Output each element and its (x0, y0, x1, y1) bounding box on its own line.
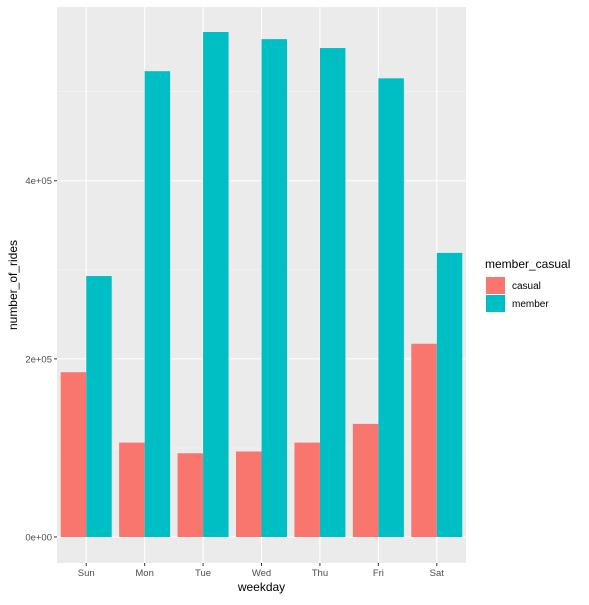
bar-casual-tue (177, 453, 204, 537)
legend: member_casual casual member (485, 257, 570, 312)
legend-label-casual: casual (512, 281, 541, 292)
x-tick-label: Sat (430, 568, 445, 579)
legend-swatch-casual (486, 277, 505, 294)
bar-member-thu (319, 48, 346, 538)
legend-title: member_casual (485, 257, 570, 271)
bar-casual-thu (294, 442, 320, 537)
axes: 0e+00 2e+05 4e+05 Sun Mon Tue Wed Thu Fri Sat (25, 176, 444, 579)
bar-member-mon (144, 71, 171, 537)
bar-casual-mon (119, 442, 145, 537)
x-tick-label: Wed (252, 568, 271, 579)
bar-casual-fri (352, 423, 379, 537)
y-axis-title: number_of_rides (6, 240, 20, 330)
x-tick-label: Fri (373, 568, 384, 579)
bars (60, 32, 463, 538)
x-tick-label: Sun (78, 568, 95, 579)
x-axis-title: weekday (237, 580, 285, 594)
bar-member-tue (203, 32, 229, 537)
bar-casual-sun (60, 372, 87, 537)
bar-casual-sat (411, 343, 437, 537)
bar-member-wed (261, 39, 287, 538)
bar-member-fri (378, 78, 404, 537)
x-tick-label: Thu (312, 568, 328, 579)
legend-swatch-member (486, 295, 505, 312)
y-tick-label: 0e+00 (25, 533, 52, 544)
x-tick-label: Mon (135, 568, 153, 579)
bar-member-sun (86, 276, 112, 537)
bar-member-sat (436, 252, 463, 537)
x-tick-label: Tue (195, 568, 211, 579)
legend-label-member: member (512, 299, 549, 310)
y-tick-label: 2e+05 (25, 354, 52, 365)
bar-casual-wed (236, 451, 262, 537)
y-tick-label: 4e+05 (25, 176, 52, 187)
